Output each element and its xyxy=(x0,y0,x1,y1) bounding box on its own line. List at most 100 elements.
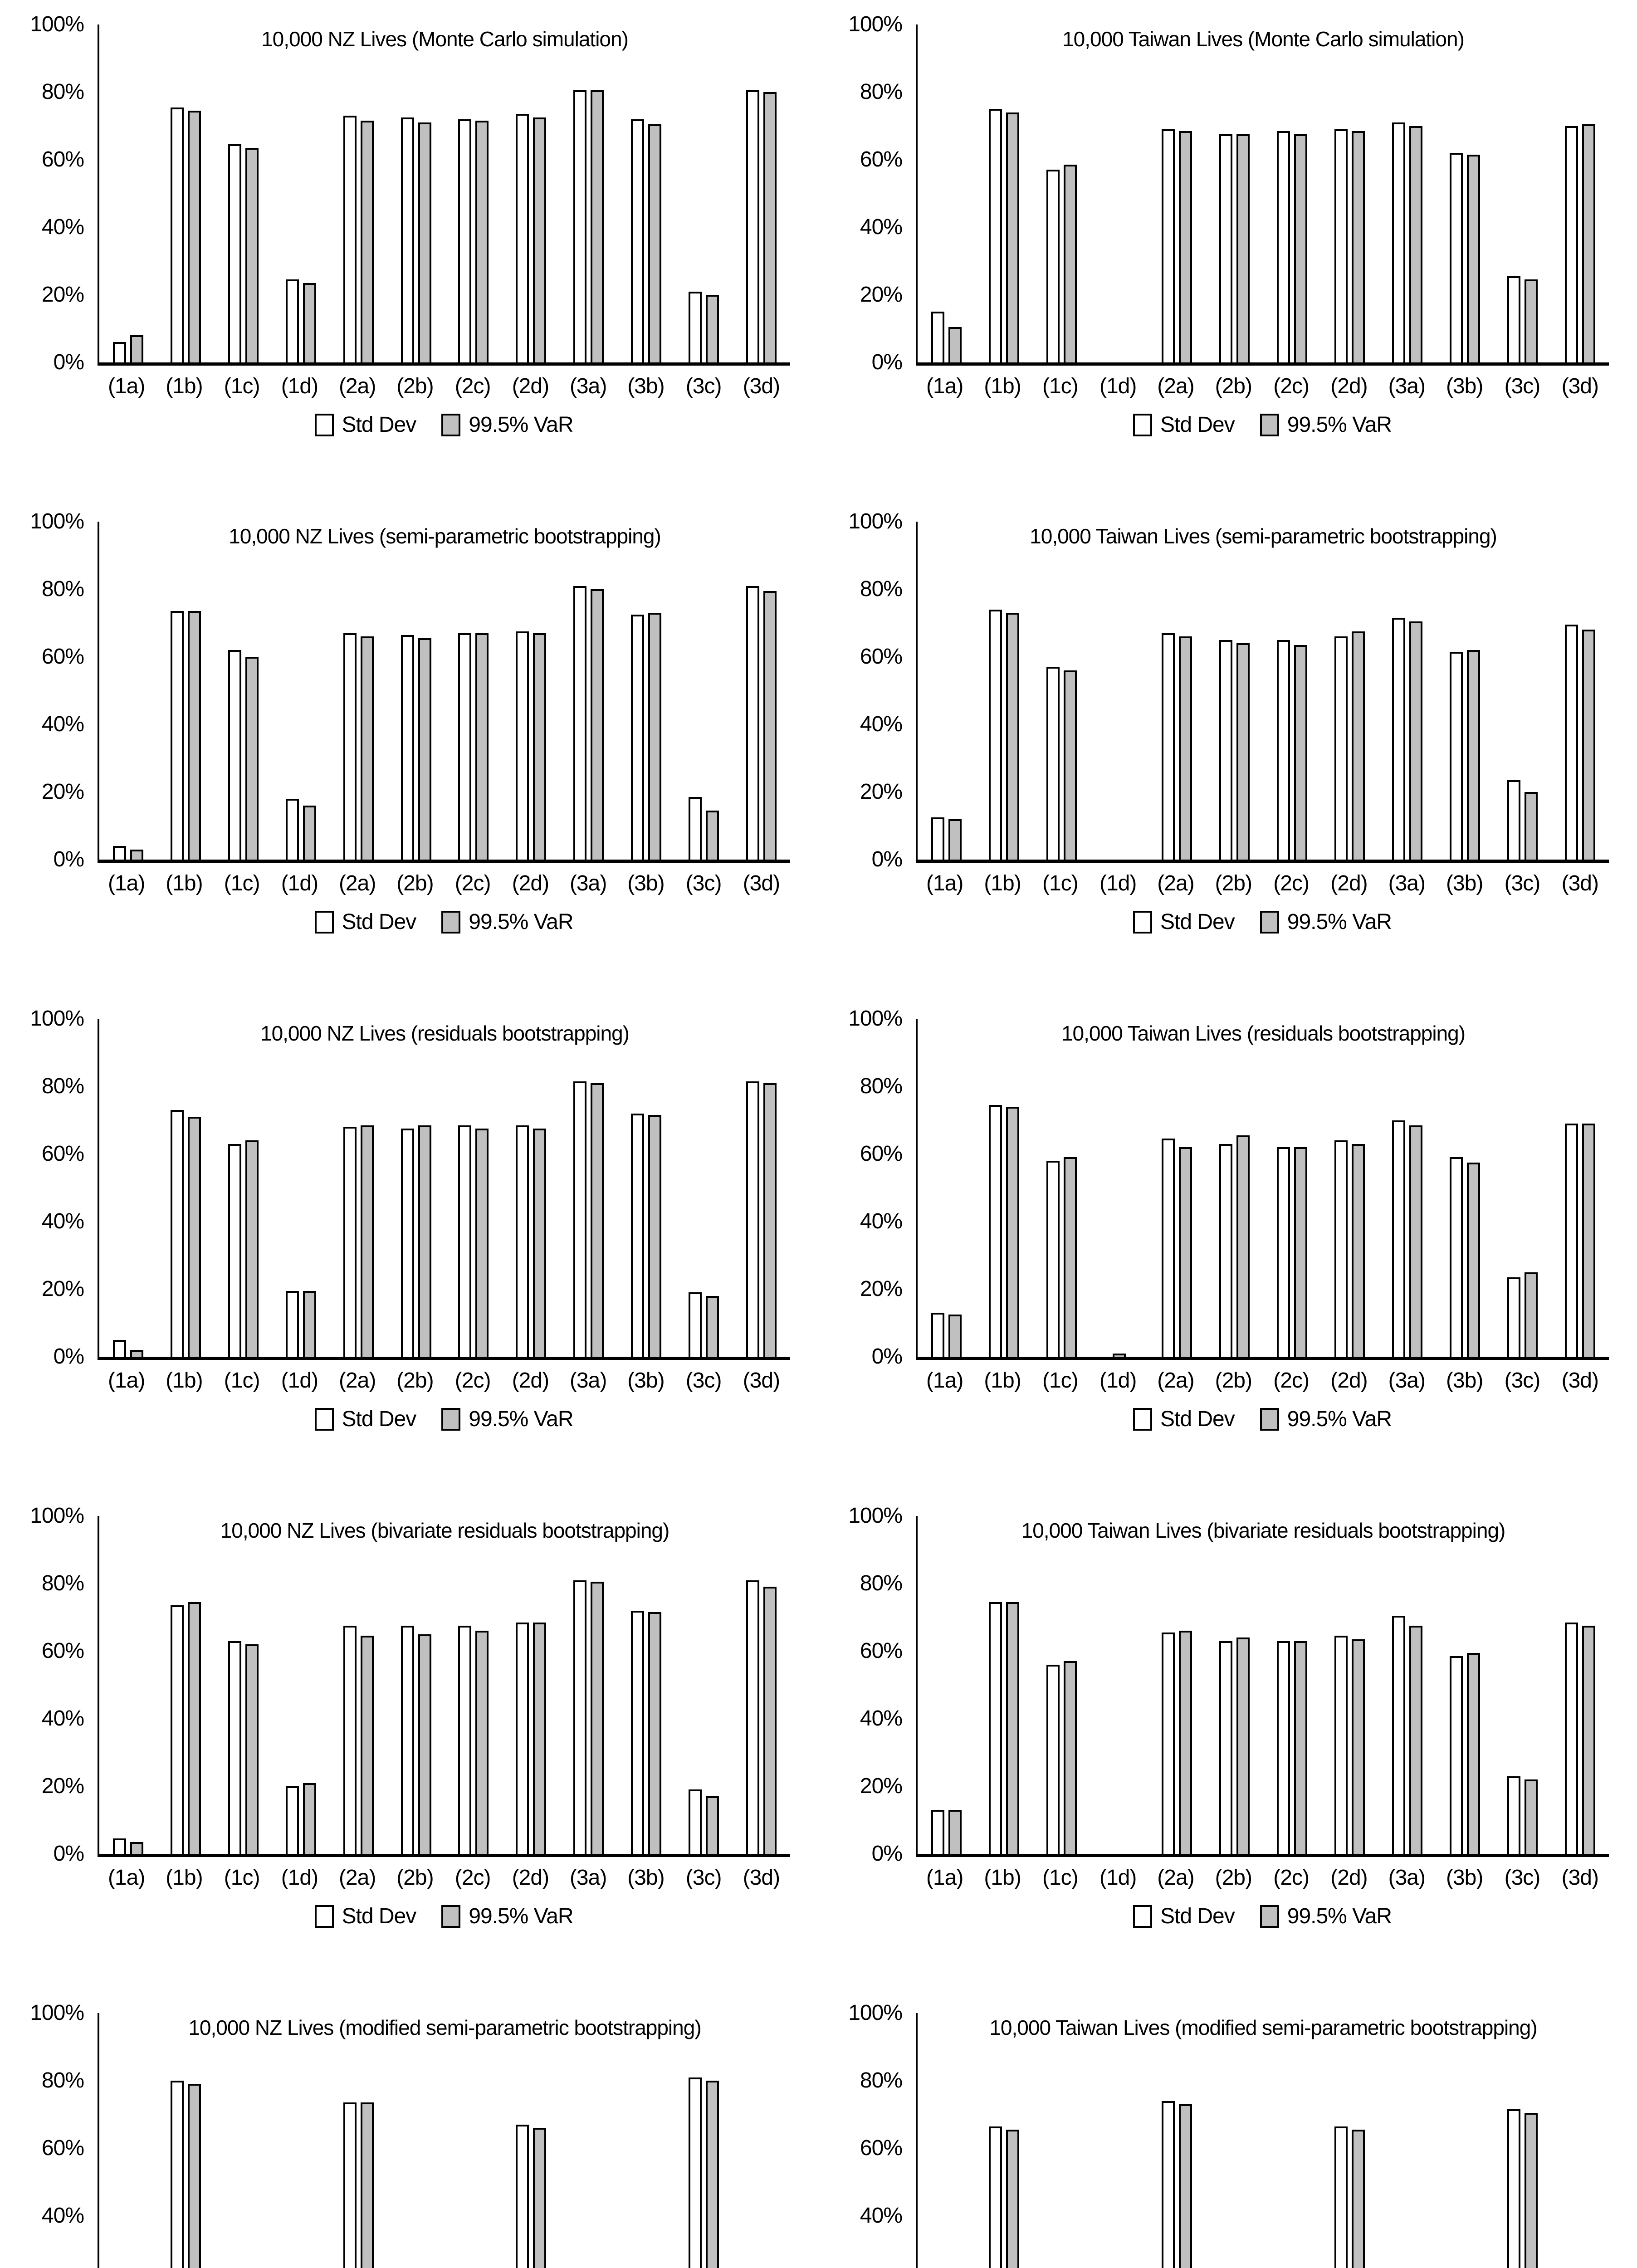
bar-group xyxy=(975,1516,1033,1854)
bar-group xyxy=(1551,24,1609,362)
stddev-bar xyxy=(1162,2101,1175,2268)
stddev-bar xyxy=(1334,1140,1348,1357)
stddev-bar xyxy=(343,1626,357,1854)
legend: Std Dev 99.5% VaR xyxy=(916,1407,1609,1432)
var-bar xyxy=(303,283,316,362)
bars-layer xyxy=(918,24,1609,362)
stddev-bar xyxy=(1334,129,1348,362)
x-axis-labels: (1a) (1b) (1c) (1d) (2a) (2b) (2c) (2d) (3a) (3b)… xyxy=(98,871,790,896)
stddev-bar xyxy=(989,109,1002,362)
legend: Std Dev 99.5% VaR xyxy=(98,1904,790,1929)
x-axis-label: (2a) xyxy=(1157,1369,1194,1393)
bar-group xyxy=(675,1516,733,1854)
y-tick-label: 40% xyxy=(41,1706,84,1730)
var-bar xyxy=(1006,2130,1019,2268)
y-tick-label: 40% xyxy=(41,2204,84,2228)
y-tick-label: 0% xyxy=(871,1344,903,1369)
x-axis-label: (3b) xyxy=(1446,871,1483,895)
chart-title: 10,000 NZ Lives (modified semi-parametri… xyxy=(188,2016,701,2039)
stddev-bar xyxy=(989,1602,1002,1854)
stddev-bar xyxy=(631,1610,645,1854)
legend-label: Std Dev xyxy=(342,910,417,934)
var-bar xyxy=(1409,126,1422,362)
x-axis-label: (3c) xyxy=(1504,871,1541,895)
bars-layer xyxy=(918,1019,1609,1357)
y-tick-label: 100% xyxy=(30,12,84,36)
stddev-bar xyxy=(516,1125,529,1357)
x-axis-label: (2b) xyxy=(1215,374,1252,398)
legend-item: 99.5% VaR xyxy=(1260,1904,1392,1929)
stddev-bar xyxy=(1334,2126,1348,2268)
stddev-bar xyxy=(228,1144,241,1357)
y-tick-label: 0% xyxy=(53,1344,84,1369)
chart-6: 100% 80% 60% 40% 20% 0% 10,000 Taiwan Lives (r… xyxy=(818,994,1637,1491)
legend-label: 99.5% VaR xyxy=(1287,1407,1392,1431)
var-bar xyxy=(245,147,259,362)
stddev-bar xyxy=(573,1081,587,1357)
var-bar xyxy=(1352,131,1365,362)
var-bar xyxy=(1113,1353,1126,1357)
x-axis-labels: (1a) (1b) (1c) (1d) (2a) (2b) (2c) (2d) (3a) (3b)… xyxy=(916,871,1609,896)
plot-area: 10,000 NZ Lives (bivariate residuals boo… xyxy=(98,1516,790,1857)
stddev-bar xyxy=(746,586,760,860)
var-bar xyxy=(1006,613,1019,860)
x-axis-label: (2b) xyxy=(1215,1866,1252,1890)
y-tick-label: 80% xyxy=(860,2068,903,2092)
bar-group xyxy=(675,24,733,362)
x-axis-label: (2c) xyxy=(1273,1369,1310,1393)
var-bar xyxy=(948,1314,962,1357)
y-tick-label: 0% xyxy=(871,1842,903,1866)
x-axis-label: (3b) xyxy=(1446,1866,1483,1890)
legend-label: Std Dev xyxy=(342,1904,417,1928)
var-bar xyxy=(1064,1157,1077,1357)
chart-title: 10,000 Taiwan Lives (bivariate residuals… xyxy=(1021,1519,1506,1542)
var-bar xyxy=(591,1582,604,1854)
var-bar xyxy=(1525,792,1538,860)
y-tick-label: 100% xyxy=(30,2001,84,2025)
var-bar xyxy=(418,122,431,362)
var-bar xyxy=(418,638,431,860)
stddev-bar xyxy=(170,2081,184,2268)
x-axis-label: (3b) xyxy=(1446,1369,1483,1393)
y-tick-label: 60% xyxy=(860,2136,903,2160)
var-bar xyxy=(706,810,719,860)
stddev-bar xyxy=(343,116,357,362)
chart-4: 100% 80% 60% 40% 20% 0% 10,000 Taiwan Lives (s… xyxy=(818,497,1637,994)
var-bar xyxy=(591,589,604,860)
legend-label: 99.5% VaR xyxy=(1287,1904,1392,1928)
stddev-bar xyxy=(931,1810,944,1854)
bar-group xyxy=(1551,1516,1609,1854)
stddev-bar xyxy=(1046,1664,1060,1854)
x-axis-label: (1c) xyxy=(1042,871,1079,895)
x-axis-label: (1c) xyxy=(1042,1369,1079,1393)
bar-group xyxy=(272,24,330,362)
y-tick-label: 80% xyxy=(860,577,903,601)
bar-group xyxy=(502,1019,560,1357)
bar-group xyxy=(99,522,157,860)
plot-zone: 100% 80% 60% 40% 20% 0% 10,000 NZ Lives (resid… xyxy=(0,996,818,1369)
y-tick-label: 80% xyxy=(41,1074,84,1098)
bar-group xyxy=(560,1019,617,1357)
x-axis-label: (3a) xyxy=(1388,1866,1426,1890)
bar-group xyxy=(330,1516,387,1854)
bar-group xyxy=(1090,2013,1263,2268)
stddev-bar xyxy=(631,119,645,362)
stddev-bar xyxy=(1507,276,1520,362)
chart-title: 10,000 Taiwan Lives (residuals bootstrap… xyxy=(1061,1022,1466,1045)
bar-group xyxy=(675,1019,733,1357)
x-axis-label: (3c) xyxy=(685,1369,722,1393)
var-bar xyxy=(1582,1626,1595,1854)
var-bar xyxy=(648,124,662,362)
x-axis-label: (3b) xyxy=(1446,374,1483,398)
bar-group xyxy=(1321,1019,1378,1357)
x-axis-label: (1b) xyxy=(984,374,1021,398)
stddev-bar xyxy=(112,1838,126,1854)
bar-group xyxy=(1148,24,1206,362)
stddev-bar xyxy=(1046,1160,1060,1357)
var-bar xyxy=(1179,1631,1192,1854)
var-bar xyxy=(533,2128,547,2268)
bar-group xyxy=(560,522,617,860)
var-swatch-icon xyxy=(1260,1408,1279,1431)
legend-item: Std Dev xyxy=(1133,1904,1235,1929)
